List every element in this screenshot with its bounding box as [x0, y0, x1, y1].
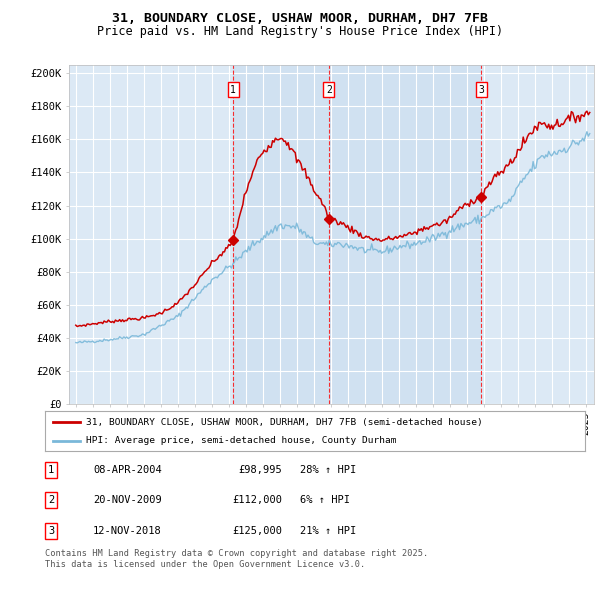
Text: Contains HM Land Registry data © Crown copyright and database right 2025.
This d: Contains HM Land Registry data © Crown c… — [45, 549, 428, 569]
Text: 31, BOUNDARY CLOSE, USHAW MOOR, DURHAM, DH7 7FB: 31, BOUNDARY CLOSE, USHAW MOOR, DURHAM, … — [112, 12, 488, 25]
Text: £125,000: £125,000 — [232, 526, 282, 536]
Text: 08-APR-2004: 08-APR-2004 — [93, 465, 162, 474]
Text: 20-NOV-2009: 20-NOV-2009 — [93, 496, 162, 505]
Text: £98,995: £98,995 — [238, 465, 282, 474]
Text: 1: 1 — [48, 465, 54, 474]
Text: 2: 2 — [48, 496, 54, 505]
Text: 28% ↑ HPI: 28% ↑ HPI — [300, 465, 356, 474]
Text: 2: 2 — [326, 85, 332, 95]
Text: £112,000: £112,000 — [232, 496, 282, 505]
Text: 21% ↑ HPI: 21% ↑ HPI — [300, 526, 356, 536]
Text: 1: 1 — [230, 85, 236, 95]
Text: Price paid vs. HM Land Registry's House Price Index (HPI): Price paid vs. HM Land Registry's House … — [97, 25, 503, 38]
Text: 31, BOUNDARY CLOSE, USHAW MOOR, DURHAM, DH7 7FB (semi-detached house): 31, BOUNDARY CLOSE, USHAW MOOR, DURHAM, … — [86, 418, 482, 427]
Text: 6% ↑ HPI: 6% ↑ HPI — [300, 496, 350, 505]
Bar — [233, 65, 329, 404]
Bar — [329, 65, 481, 404]
Text: 3: 3 — [48, 526, 54, 536]
Text: HPI: Average price, semi-detached house, County Durham: HPI: Average price, semi-detached house,… — [86, 436, 396, 445]
Text: 3: 3 — [478, 85, 484, 95]
Text: 12-NOV-2018: 12-NOV-2018 — [93, 526, 162, 536]
